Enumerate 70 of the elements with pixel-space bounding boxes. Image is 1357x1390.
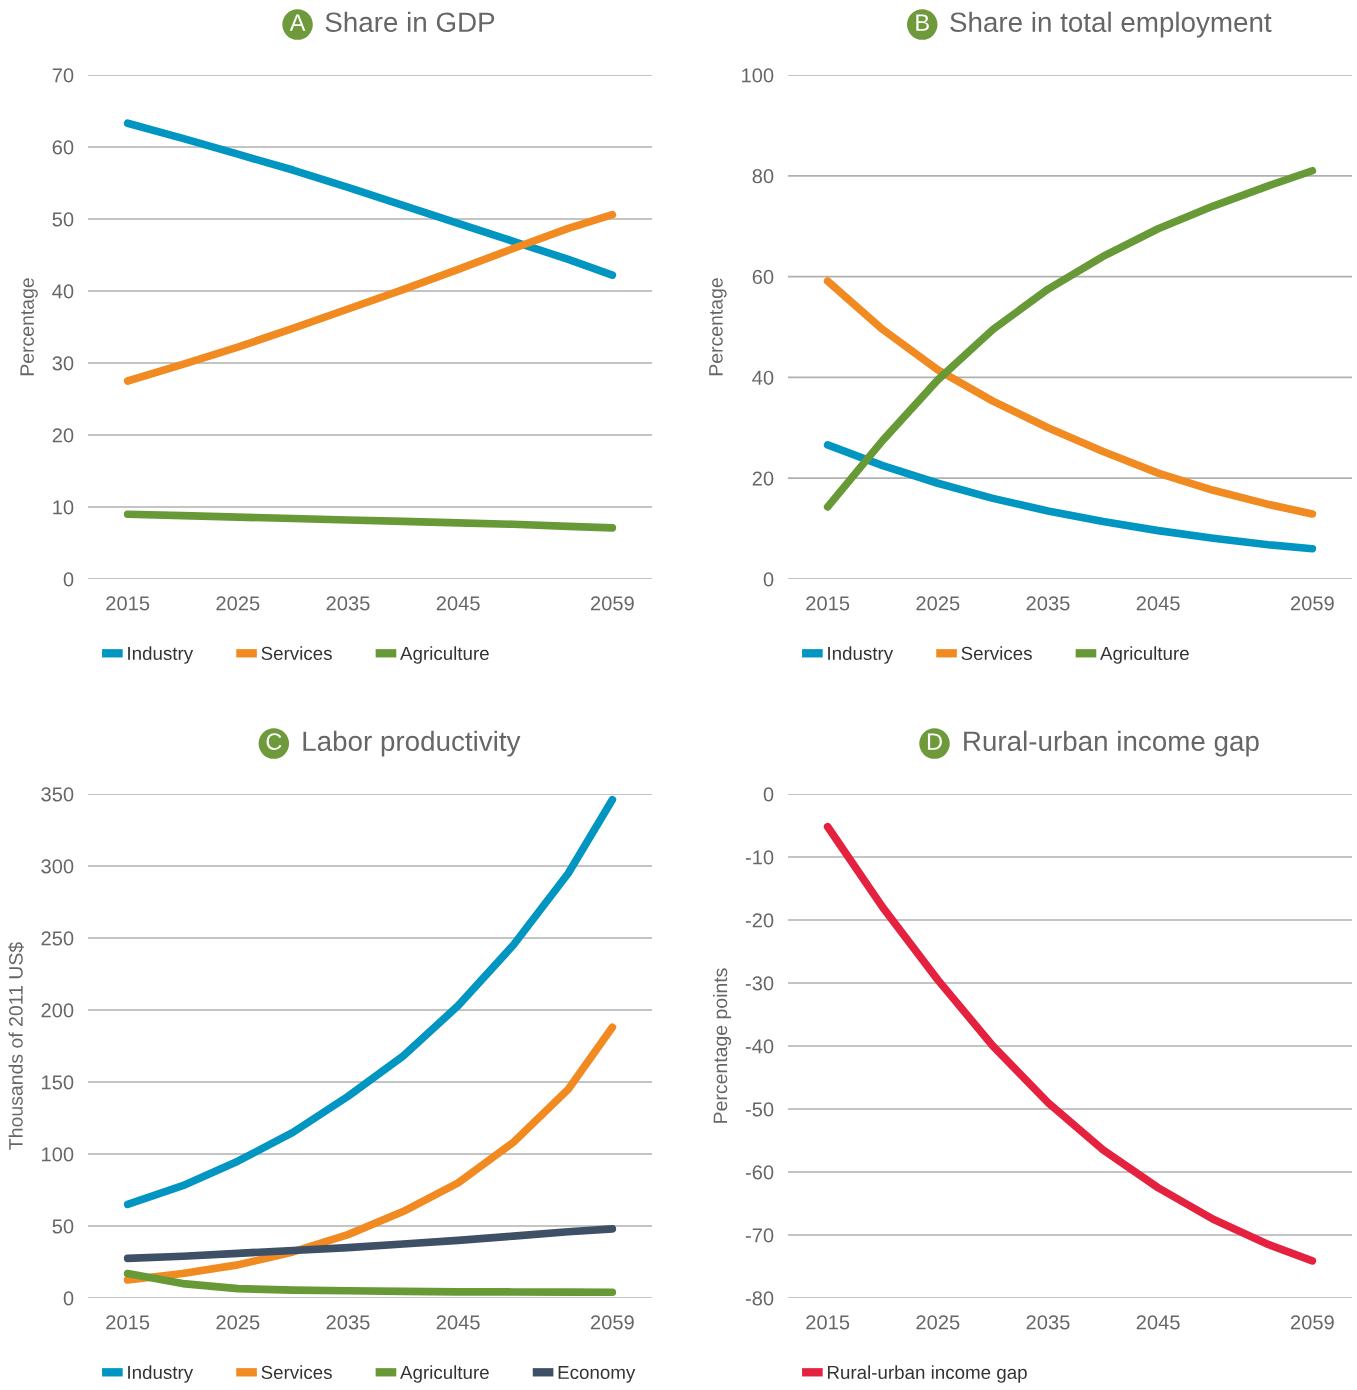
y-tick-label: 0 [763,572,774,587]
x-tick-label: 2035 [1026,1315,1070,1330]
x-tick-label: 2059 [1290,1315,1334,1330]
chart-title: C Labor productivity [266,730,521,757]
y-tick-label: -70 [745,1228,774,1243]
legend-label: Economy [558,1365,636,1383]
x-tick-label: 2025 [216,1315,260,1330]
legend-label: Industry [128,1365,194,1383]
y-tick-label: 350 [41,787,74,802]
y-tick-label: 30 [52,356,74,371]
y-tick-label: 80 [752,169,774,184]
y-tick-label: 70 [52,68,74,83]
y-tick-label: -30 [745,976,774,991]
y-tick-label: 0 [63,572,74,587]
x-tick-label: 2025 [216,596,260,611]
y-tick-label: -60 [745,1165,774,1180]
x-tick-label: 2045 [1136,596,1180,611]
y-tick-label: 10 [53,500,74,515]
x-tick-label: 2035 [1026,596,1070,611]
legend-label: Services [261,646,332,661]
y-axis-title: Percentage [709,278,727,376]
x-tick-label: 2025 [916,596,960,611]
y-tick-label: 250 [41,931,74,946]
x-tick-label: 2015 [106,596,150,611]
legend-label: Services [261,1365,332,1380]
y-axis-title: Percentage [20,278,38,376]
y-tick-label: 150 [42,1075,74,1090]
chart-title: B Share in total employment [916,11,1272,38]
y-tick-label: 100 [42,1147,74,1162]
y-tick-label: 40 [52,284,74,299]
x-tick-label: 2045 [1136,1315,1180,1330]
y-tick-label: -20 [745,913,774,928]
x-tick-label: 2059 [590,1315,634,1330]
x-tick-label: 2015 [806,596,850,611]
x-tick-label: 2059 [590,596,634,611]
y-tick-label: -80 [745,1291,774,1306]
x-tick-label: 2015 [806,1315,850,1330]
x-tick-label: 2035 [326,596,370,611]
x-tick-label: 2045 [436,596,480,611]
x-tick-label: 2059 [1290,596,1334,611]
y-tick-label: 60 [52,140,74,155]
y-tick-label: -50 [745,1102,774,1117]
y-tick-label: -10 [745,850,774,865]
y-tick-label: 20 [52,428,74,443]
y-tick-label: 200 [41,1003,74,1018]
legend-label: Services [961,646,1032,661]
legend-label: Agriculture [1100,646,1189,664]
legend-label: Agriculture [400,646,489,664]
y-tick-label: 0 [763,787,774,802]
y-tick-label: -40 [745,1039,774,1054]
chart-title: D Rural-urban income gap [927,730,1259,757]
y-tick-label: 100 [742,68,774,83]
y-axis-title: Thousands of 2011 US$ [8,942,24,1150]
x-tick-label: 2025 [916,1315,960,1330]
y-axis-title: Percentage points [712,968,732,1123]
x-tick-label: 2045 [436,1315,480,1330]
y-tick-label: 50 [52,1219,74,1234]
x-tick-label: 2035 [326,1315,370,1330]
legend-label: Industry [828,646,894,664]
y-tick-label: 0 [63,1291,74,1306]
y-tick-label: 50 [52,212,74,227]
y-tick-label: 40 [752,370,774,385]
legend-label: Rural-urban income gap [827,1365,1027,1383]
y-tick-label: 300 [41,859,74,874]
y-tick-label: 20 [752,471,774,486]
legend-label: Agriculture [400,1365,489,1383]
x-tick-label: 2015 [106,1315,150,1330]
y-tick-label: 60 [752,269,774,285]
chart-title: A Share in GDP [289,11,495,33]
legend-label: Industry [128,646,194,664]
